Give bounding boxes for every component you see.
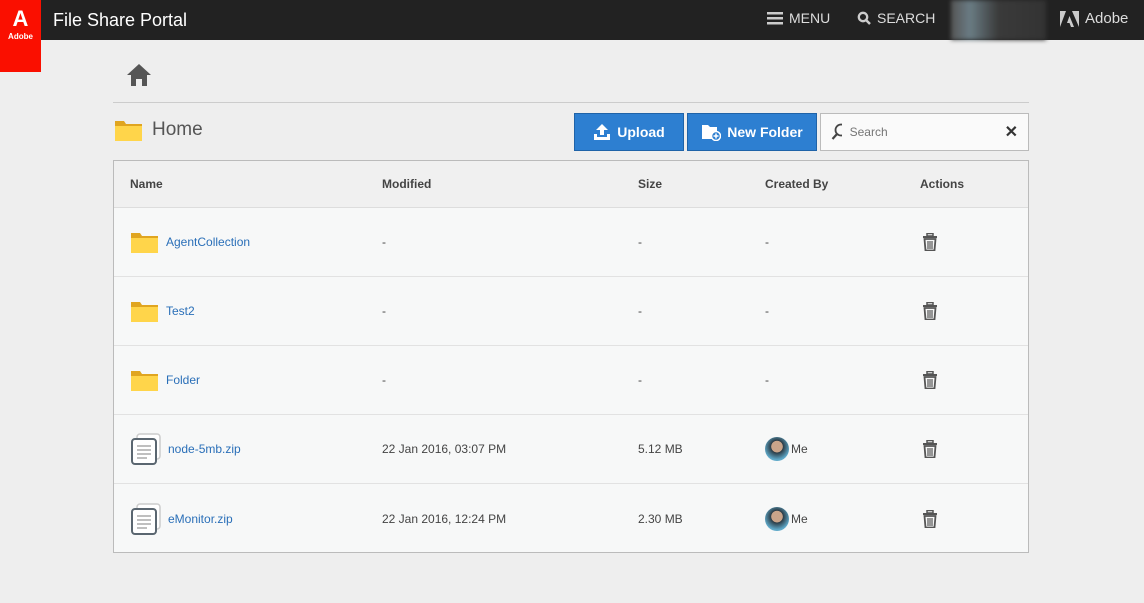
created-by-cell: - — [765, 235, 769, 249]
creator-name: - — [765, 304, 769, 318]
modified-cell: - — [382, 304, 386, 318]
upload-icon — [594, 124, 611, 140]
adobe-logo[interactable]: A Adobe — [0, 0, 41, 72]
modified-cell: 22 Jan 2016, 12:24 PM — [382, 511, 507, 526]
menu-label: MENU — [789, 10, 831, 26]
folder-icon — [115, 121, 142, 141]
avatar — [765, 506, 789, 531]
search-box: ✕ — [820, 113, 1029, 151]
modified-cell: - — [382, 373, 386, 387]
column-actions: Actions — [920, 177, 965, 191]
table-row: eMonitor.zip 22 Jan 2016, 12:24 PM 2.30 … — [114, 484, 1028, 553]
table-row: Folder - - - — [114, 346, 1028, 415]
home-icon[interactable] — [126, 62, 152, 88]
app-title: File Share Portal — [53, 10, 188, 30]
new-folder-icon — [702, 125, 722, 141]
modified-cell: 22 Jan 2016, 03:07 PM — [382, 442, 507, 456]
trash-icon — [923, 233, 937, 251]
size-cell: - — [638, 235, 642, 249]
table-row: AgentCollection - - - — [114, 208, 1028, 277]
upload-label: Upload — [617, 124, 665, 140]
name-cell: eMonitor.zip — [130, 502, 233, 535]
hamburger-icon — [767, 12, 783, 25]
adobe-brand: Adobe — [1060, 10, 1128, 27]
file-name-link[interactable]: eMonitor.zip — [168, 511, 233, 526]
search-nav-button[interactable]: SEARCH — [857, 10, 935, 26]
folder-name-link[interactable]: AgentCollection — [166, 235, 251, 249]
folder-name-link[interactable]: Folder — [166, 373, 201, 387]
avatar — [765, 437, 789, 461]
trash-icon — [923, 440, 937, 458]
column-size[interactable]: Size — [638, 177, 663, 191]
adobe-brand-label: Adobe — [1085, 10, 1129, 27]
search-input[interactable] — [849, 125, 1005, 139]
table-row: node-5mb.zip 22 Jan 2016, 03:07 PM 5.12 … — [114, 415, 1028, 484]
search-icon — [857, 11, 871, 25]
name-cell: node-5mb.zip — [130, 433, 241, 465]
user-profile-blurred[interactable] — [951, 0, 1046, 40]
folder-name-link[interactable]: Test2 — [166, 304, 195, 318]
upload-button[interactable]: Upload — [574, 113, 684, 151]
new-folder-label: New Folder — [727, 124, 803, 140]
delete-button[interactable] — [922, 440, 938, 458]
search-icon — [831, 123, 842, 140]
modified-cell: - — [382, 235, 386, 249]
delete-button[interactable] — [922, 509, 938, 528]
clear-search-icon[interactable]: ✕ — [1004, 124, 1018, 141]
file-name-link[interactable]: node-5mb.zip — [168, 442, 241, 456]
trash-icon — [923, 371, 937, 389]
delete-button[interactable] — [922, 302, 938, 320]
file-icon — [131, 433, 161, 465]
created-by-cell: Me — [765, 437, 808, 461]
size-cell: 2.30 MB — [638, 511, 683, 526]
folder-icon — [131, 371, 158, 391]
created-by-cell: Me — [765, 506, 808, 531]
table-header: Name Modified Size Created By Actions — [114, 161, 1028, 208]
created-by-cell: - — [765, 373, 769, 387]
name-cell: Folder — [130, 368, 200, 392]
divider — [113, 102, 1029, 103]
size-cell: 5.12 MB — [638, 442, 683, 456]
created-by-cell: - — [765, 304, 769, 318]
adobe-logo-icon — [1060, 10, 1079, 27]
creator-name: Me — [791, 442, 808, 456]
name-cell: AgentCollection — [130, 230, 250, 254]
column-created-by[interactable]: Created By — [765, 177, 829, 191]
size-cell: - — [638, 373, 642, 387]
creator-name: - — [765, 235, 769, 249]
trash-icon — [923, 509, 937, 528]
file-table: Name Modified Size Created By Actions Ag… — [113, 160, 1029, 553]
size-cell: - — [638, 304, 642, 318]
file-icon — [131, 502, 161, 535]
top-bar: File Share Portal MENU SEARCH Adobe — [0, 0, 1144, 40]
folder-icon — [131, 233, 158, 253]
name-cell: Test2 — [130, 299, 195, 323]
column-name[interactable]: Name — [130, 177, 163, 191]
delete-button[interactable] — [922, 371, 938, 389]
adobe-a-icon: A — [12, 6, 29, 31]
adobe-logo-text: Adobe — [8, 32, 33, 41]
trash-icon — [923, 302, 937, 320]
breadcrumb: Home — [114, 118, 203, 142]
delete-button[interactable] — [922, 233, 938, 251]
creator-name: Me — [791, 511, 808, 526]
breadcrumb-current: Home — [152, 119, 203, 140]
creator-name: - — [765, 373, 769, 387]
new-folder-button[interactable]: New Folder — [687, 113, 817, 151]
folder-icon — [131, 302, 158, 322]
menu-button[interactable]: MENU — [767, 10, 830, 26]
search-nav-label: SEARCH — [877, 10, 936, 26]
column-modified[interactable]: Modified — [382, 177, 432, 191]
table-row: Test2 - - - — [114, 277, 1028, 346]
